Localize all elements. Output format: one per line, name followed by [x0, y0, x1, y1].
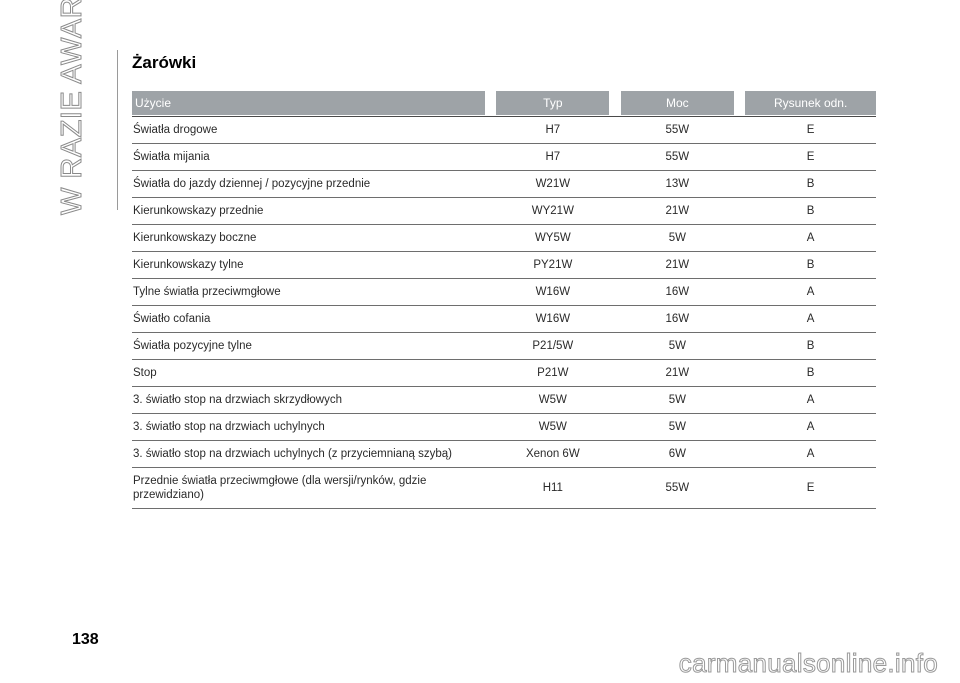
- table-row: Stop P21W 21W B: [132, 360, 876, 387]
- cell-figure: A: [745, 387, 876, 414]
- cell-type: W5W: [496, 387, 610, 414]
- table-row: Kierunkowskazy tylne PY21W 21W B: [132, 252, 876, 279]
- cell-power: 55W: [621, 468, 734, 509]
- header-figure: Rysunek odn.: [745, 91, 876, 116]
- cell-power: 55W: [621, 144, 734, 171]
- cell-type: P21/5W: [496, 333, 610, 360]
- cell-figure: A: [745, 225, 876, 252]
- cell-figure: B: [745, 198, 876, 225]
- cell-figure: A: [745, 306, 876, 333]
- cell-type: H7: [496, 116, 610, 144]
- cell-figure: B: [745, 333, 876, 360]
- section-side-title: W RAZIE AWARII: [56, 0, 89, 216]
- cell-power: 55W: [621, 116, 734, 144]
- cell-use: Kierunkowskazy tylne: [132, 252, 485, 279]
- cell-use: Światła do jazdy dziennej / pozycyjne pr…: [132, 171, 485, 198]
- cell-type: W5W: [496, 414, 610, 441]
- cell-power: 16W: [621, 306, 734, 333]
- cell-use-line-2: przewidziano): [133, 489, 204, 501]
- table-row: Tylne światła przeciwmgłowe W16W 16W A: [132, 279, 876, 306]
- cell-power: 21W: [621, 360, 734, 387]
- table-row: Światło cofania W16W 16W A: [132, 306, 876, 333]
- cell-figure: E: [745, 116, 876, 144]
- cell-figure: E: [745, 468, 876, 509]
- cell-power: 16W: [621, 279, 734, 306]
- table-row: Światła mijania H7 55W E: [132, 144, 876, 171]
- cell-use: Tylne światła przeciwmgłowe: [132, 279, 485, 306]
- cell-type: PY21W: [496, 252, 610, 279]
- cell-use: 3. światło stop na drzwiach uchylnych: [132, 414, 485, 441]
- header-type: Typ: [496, 91, 610, 116]
- cell-use: Kierunkowskazy przednie: [132, 198, 485, 225]
- watermark: carmanualsonline.info: [678, 648, 938, 679]
- bulb-table: Użycie Typ Moc Rysunek odn. Światła drog…: [132, 91, 876, 509]
- table-row: Światła pozycyjne tylne P21/5W 5W B: [132, 333, 876, 360]
- cell-type: W16W: [496, 306, 610, 333]
- cell-figure: B: [745, 252, 876, 279]
- cell-use-line-1: Przednie światła przeciwmgłowe (dla wers…: [133, 475, 427, 487]
- cell-power: 6W: [621, 441, 734, 468]
- table-row: Kierunkowskazy boczne WY5W 5W A: [132, 225, 876, 252]
- cell-use: Kierunkowskazy boczne: [132, 225, 485, 252]
- cell-use: Światła pozycyjne tylne: [132, 333, 485, 360]
- table-row: Światła drogowe H7 55W E: [132, 116, 876, 144]
- header-power: Moc: [621, 91, 734, 116]
- page-heading: Żarówki: [132, 53, 197, 72]
- cell-figure: A: [745, 441, 876, 468]
- cell-type: WY21W: [496, 198, 610, 225]
- page-number: 138: [72, 631, 99, 648]
- cell-figure: E: [745, 144, 876, 171]
- cell-use: Światła mijania: [132, 144, 485, 171]
- cell-power: 13W: [621, 171, 734, 198]
- cell-power: 5W: [621, 333, 734, 360]
- cell-type: WY5W: [496, 225, 610, 252]
- cell-power: 21W: [621, 198, 734, 225]
- table-row: 3. światło stop na drzwiach skrzydłowych…: [132, 387, 876, 414]
- cell-type: H7: [496, 144, 610, 171]
- table-row: Kierunkowskazy przednie WY21W 21W B: [132, 198, 876, 225]
- side-divider: [117, 50, 118, 210]
- cell-power: 21W: [621, 252, 734, 279]
- cell-use: Przednie światła przeciwmgłowe (dla wers…: [132, 468, 485, 509]
- cell-type: P21W: [496, 360, 610, 387]
- cell-use: Światła drogowe: [132, 116, 485, 144]
- table-row: Przednie światła przeciwmgłowe (dla wers…: [132, 468, 876, 509]
- cell-power: 5W: [621, 387, 734, 414]
- cell-type: W21W: [496, 171, 610, 198]
- cell-type: W16W: [496, 279, 610, 306]
- cell-use: 3. światło stop na drzwiach uchylnych (z…: [132, 441, 485, 468]
- cell-use: Stop: [132, 360, 485, 387]
- cell-figure: A: [745, 414, 876, 441]
- table-row: Światła do jazdy dziennej / pozycyjne pr…: [132, 171, 876, 198]
- table-row: 3. światło stop na drzwiach uchylnych (z…: [132, 441, 876, 468]
- cell-figure: B: [745, 360, 876, 387]
- cell-type: Xenon 6W: [496, 441, 610, 468]
- cell-power: 5W: [621, 225, 734, 252]
- cell-power: 5W: [621, 414, 734, 441]
- header-use: Użycie: [132, 91, 485, 116]
- cell-figure: B: [745, 171, 876, 198]
- table-header-row: Użycie Typ Moc Rysunek odn.: [132, 91, 876, 116]
- cell-use: 3. światło stop na drzwiach skrzydłowych: [132, 387, 485, 414]
- table-row: 3. światło stop na drzwiach uchylnych W5…: [132, 414, 876, 441]
- cell-use: Światło cofania: [132, 306, 485, 333]
- cell-type: H11: [496, 468, 610, 509]
- cell-figure: A: [745, 279, 876, 306]
